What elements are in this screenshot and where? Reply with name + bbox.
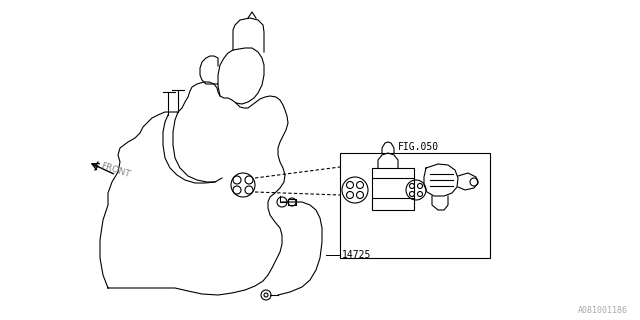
- Text: FRONT: FRONT: [100, 161, 132, 179]
- Bar: [372, 168, 414, 210]
- Text: FIG.050: FIG.050: [398, 142, 439, 152]
- Bar: [340, 153, 490, 258]
- Text: 14725: 14725: [342, 250, 371, 260]
- Text: A081001186: A081001186: [578, 306, 628, 315]
